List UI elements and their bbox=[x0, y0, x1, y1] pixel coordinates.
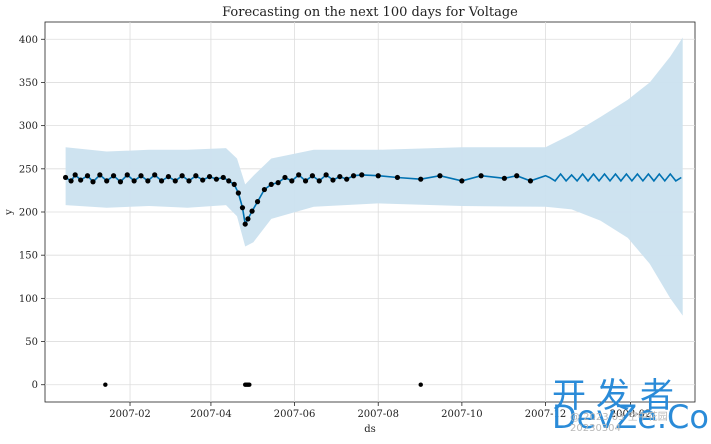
observed-point bbox=[268, 181, 274, 187]
y-tick-label: 0 bbox=[32, 380, 38, 391]
observed-point bbox=[375, 173, 381, 179]
observed-point bbox=[249, 208, 255, 214]
observed-point bbox=[330, 177, 336, 183]
x-tick-label: 2007-10 bbox=[441, 409, 483, 420]
observed-point bbox=[316, 178, 322, 184]
observed-point bbox=[501, 175, 507, 181]
observed-point bbox=[296, 172, 302, 178]
observed-point bbox=[478, 173, 484, 179]
observed-point bbox=[200, 177, 206, 183]
y-tick-label: 250 bbox=[19, 164, 38, 175]
x-tick-label: 2007-08 bbox=[357, 409, 399, 420]
observed-point bbox=[239, 205, 246, 211]
observed-point bbox=[359, 172, 365, 178]
observed-point bbox=[350, 173, 357, 179]
x-tick-label: 2007-02 bbox=[109, 409, 151, 420]
observed-point bbox=[245, 216, 251, 222]
observed-point bbox=[459, 178, 465, 184]
observed-point bbox=[261, 186, 268, 193]
observed-point bbox=[514, 173, 520, 179]
observed-point bbox=[68, 178, 74, 184]
observed-point bbox=[282, 174, 288, 181]
y-tick-label: 200 bbox=[19, 208, 38, 219]
observed-point bbox=[231, 181, 237, 187]
observed-point bbox=[172, 178, 178, 184]
observed-point bbox=[275, 180, 281, 186]
observed-point bbox=[152, 172, 158, 178]
observed-point bbox=[235, 190, 241, 196]
observed-point bbox=[344, 176, 350, 182]
y-tick-label: 50 bbox=[25, 337, 38, 348]
observed-point bbox=[337, 173, 343, 180]
observed-point bbox=[78, 177, 84, 183]
observed-point bbox=[309, 173, 316, 179]
observed-point bbox=[527, 178, 534, 184]
observed-point bbox=[213, 176, 220, 182]
observed-point bbox=[247, 382, 252, 387]
observed-point bbox=[418, 382, 423, 387]
observed-point bbox=[84, 173, 91, 179]
x-tick-label: 2007-06 bbox=[274, 409, 316, 420]
y-tick-label: 100 bbox=[19, 294, 38, 305]
observed-point bbox=[179, 173, 185, 179]
observed-point bbox=[72, 172, 78, 178]
observed-point bbox=[220, 174, 226, 181]
observed-point bbox=[323, 172, 329, 178]
observed-point bbox=[103, 382, 108, 387]
y-axis-label: y bbox=[4, 209, 15, 216]
chart-title: Forecasting on the next 100 days for Vol… bbox=[222, 5, 518, 20]
observed-point bbox=[158, 178, 165, 184]
observed-point bbox=[131, 178, 137, 184]
observed-point bbox=[437, 173, 443, 179]
x-tick-label: 2008-02 bbox=[610, 409, 652, 420]
observed-point bbox=[242, 221, 248, 227]
y-tick-label: 400 bbox=[19, 35, 38, 46]
observed-point bbox=[302, 178, 309, 184]
uncertainty-band bbox=[65, 37, 683, 316]
observed-point bbox=[104, 178, 110, 184]
observed-point bbox=[418, 176, 424, 182]
y-tick-label: 150 bbox=[19, 251, 38, 262]
observed-point bbox=[193, 173, 199, 179]
observed-point bbox=[394, 174, 401, 181]
observed-point bbox=[206, 173, 213, 180]
observed-point bbox=[289, 178, 295, 184]
observed-point bbox=[186, 178, 192, 184]
observed-point bbox=[124, 172, 130, 178]
watermark-cn: 开发者 bbox=[552, 376, 684, 416]
observed-point bbox=[117, 179, 124, 185]
observed-point bbox=[145, 178, 151, 184]
observed-point bbox=[226, 178, 232, 184]
y-tick-label: 300 bbox=[19, 121, 38, 132]
observed-point bbox=[97, 172, 103, 178]
observed-point bbox=[254, 199, 261, 205]
observed-point bbox=[165, 173, 172, 180]
y-tick-label: 350 bbox=[19, 78, 38, 89]
observed-point bbox=[62, 174, 69, 181]
x-tick-label: 2007-04 bbox=[190, 409, 232, 420]
observed-point bbox=[138, 173, 144, 179]
observed-point bbox=[90, 179, 96, 185]
observed-point bbox=[110, 173, 117, 179]
x-tick-label: 2007-12 bbox=[525, 409, 567, 420]
watermark-small: @ 2023 03 空中花园 20230304 bbox=[570, 412, 668, 434]
x-axis-label: ds bbox=[364, 424, 376, 435]
watermark-en: DevZe.CoM bbox=[552, 398, 711, 436]
